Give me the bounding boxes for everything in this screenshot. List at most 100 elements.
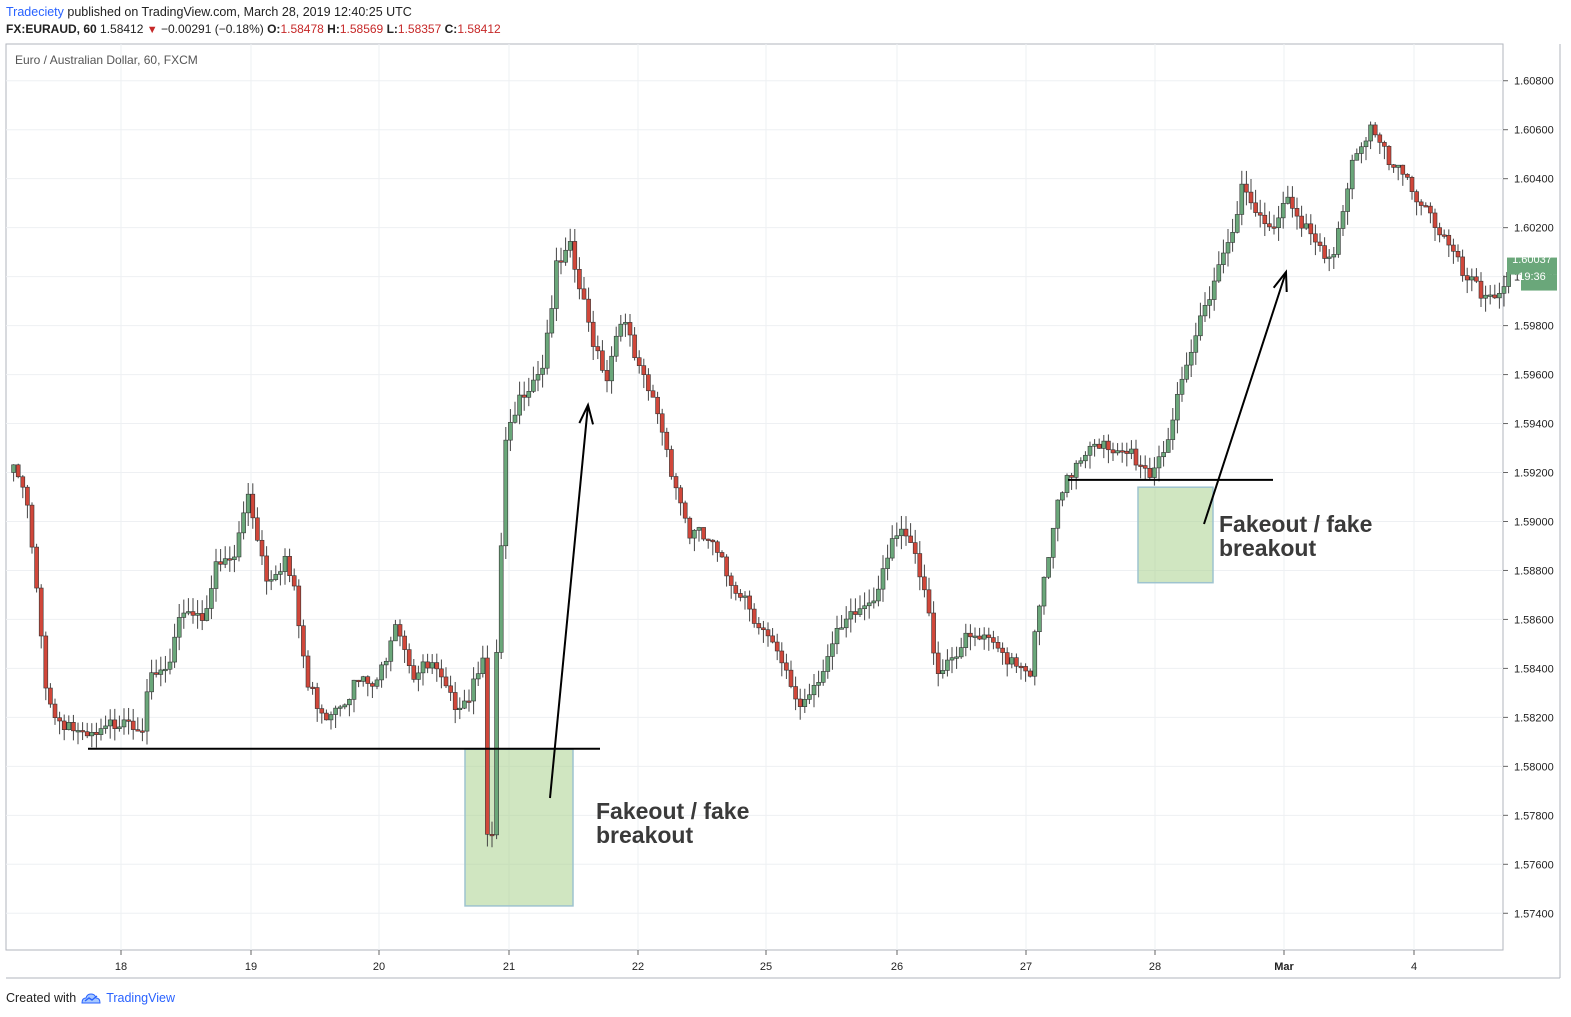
- candle-body: [1276, 217, 1281, 229]
- y-tick-label: 1.57600: [1514, 859, 1554, 871]
- candle-body: [144, 691, 150, 732]
- candle-body: [360, 676, 366, 682]
- published-text: published on TradingView.com, March 28, …: [67, 5, 412, 19]
- candle-body: [213, 561, 219, 589]
- candle-body: [816, 682, 821, 686]
- candle-body: [912, 542, 918, 554]
- candle-body: [981, 634, 987, 640]
- candle-body: [1345, 188, 1350, 212]
- candle-body: [784, 662, 789, 671]
- candle-body: [1000, 647, 1005, 653]
- candle-body: [1290, 196, 1295, 209]
- chart-title: Euro / Australian Dollar, 60, FXCM: [15, 53, 198, 67]
- candle-body: [1405, 173, 1410, 178]
- close-value: 1.58412: [457, 22, 501, 36]
- candle-body: [245, 493, 251, 514]
- candle-body: [1060, 492, 1065, 501]
- candle-body: [209, 588, 214, 609]
- candle-body: [857, 608, 863, 615]
- candle-body: [839, 627, 844, 630]
- candle-body: [1106, 440, 1111, 451]
- candle-body: [264, 555, 269, 582]
- countdown-tag: 19:36: [1518, 271, 1546, 283]
- candle-body: [1184, 364, 1189, 380]
- x-tick-label: Mar: [1274, 961, 1294, 973]
- candle-body: [38, 587, 44, 637]
- candle-body: [1487, 294, 1493, 297]
- candle-body: [770, 635, 775, 643]
- candle-body: [98, 728, 104, 735]
- candle-body: [935, 652, 941, 674]
- candle-body: [968, 632, 973, 638]
- candle-body: [1349, 159, 1355, 190]
- candle-body: [917, 553, 923, 578]
- candle-body: [1492, 294, 1498, 299]
- tradingview-link[interactable]: TradingView: [106, 991, 175, 1005]
- candle-body: [480, 657, 486, 674]
- candle-body: [333, 707, 338, 715]
- candle-body: [1032, 631, 1038, 677]
- candle-body: [121, 719, 127, 728]
- candle-body: [397, 624, 403, 637]
- candle-body: [439, 668, 444, 678]
- candle-body: [1115, 450, 1120, 454]
- candle-body: [1428, 205, 1433, 214]
- candle-body: [443, 676, 449, 687]
- candle-body: [1096, 443, 1102, 449]
- current-price-tag: 1.60037: [1512, 254, 1552, 266]
- candle-body: [236, 532, 242, 558]
- candle-body: [494, 652, 499, 836]
- candle-body: [903, 528, 909, 537]
- candle-body: [797, 698, 803, 707]
- candle-body: [682, 502, 688, 519]
- candle-body: [218, 561, 223, 565]
- candle-body: [374, 679, 380, 687]
- candle-body: [958, 647, 964, 658]
- candle-body: [871, 600, 877, 604]
- candle-body: [793, 686, 798, 700]
- candles: [11, 121, 1511, 848]
- y-tick-label: 1.59000: [1514, 516, 1554, 528]
- y-tick-label: 1.60400: [1514, 174, 1554, 186]
- candle-body: [1400, 164, 1406, 175]
- candle-body: [29, 504, 35, 548]
- candle-body: [1409, 177, 1415, 192]
- open-label: O:: [267, 22, 281, 36]
- arrow-head: [1272, 269, 1288, 293]
- candle-body: [701, 527, 706, 540]
- candle-body: [756, 623, 762, 629]
- close-label: C:: [444, 22, 458, 36]
- candle-body: [222, 558, 228, 565]
- candle-body: [526, 391, 532, 398]
- candle-body: [232, 556, 237, 561]
- candle-body: [1441, 234, 1447, 237]
- candle-body: [1041, 576, 1047, 607]
- candle-body: [452, 692, 458, 710]
- candle-body: [1308, 223, 1314, 235]
- candle-body: [457, 707, 463, 710]
- candle-body: [751, 608, 757, 624]
- candle-body: [1478, 280, 1484, 299]
- publisher-link[interactable]: Tradeciety: [6, 5, 64, 19]
- down-arrow-icon: ▼: [146, 24, 158, 36]
- candle-body: [595, 346, 601, 352]
- candle-body: [117, 726, 122, 729]
- plot-frame: [5, 43, 1504, 951]
- candle-body: [728, 575, 734, 586]
- candle-body: [43, 635, 49, 689]
- candle-body: [949, 657, 955, 661]
- candle-body: [1179, 378, 1185, 395]
- candle-body: [11, 464, 16, 473]
- y-tick-label: 1.57800: [1514, 810, 1554, 822]
- candle-body: [227, 558, 233, 561]
- candle-body: [600, 350, 605, 371]
- candle-body: [241, 512, 246, 534]
- annotation-arrow: [549, 404, 589, 799]
- candle-body: [1303, 223, 1309, 229]
- open-value: 1.58478: [280, 22, 324, 36]
- candle-body: [945, 659, 950, 671]
- y-tick-label: 1.58800: [1514, 565, 1554, 577]
- candle-body: [186, 611, 191, 614]
- candle-body: [379, 664, 384, 681]
